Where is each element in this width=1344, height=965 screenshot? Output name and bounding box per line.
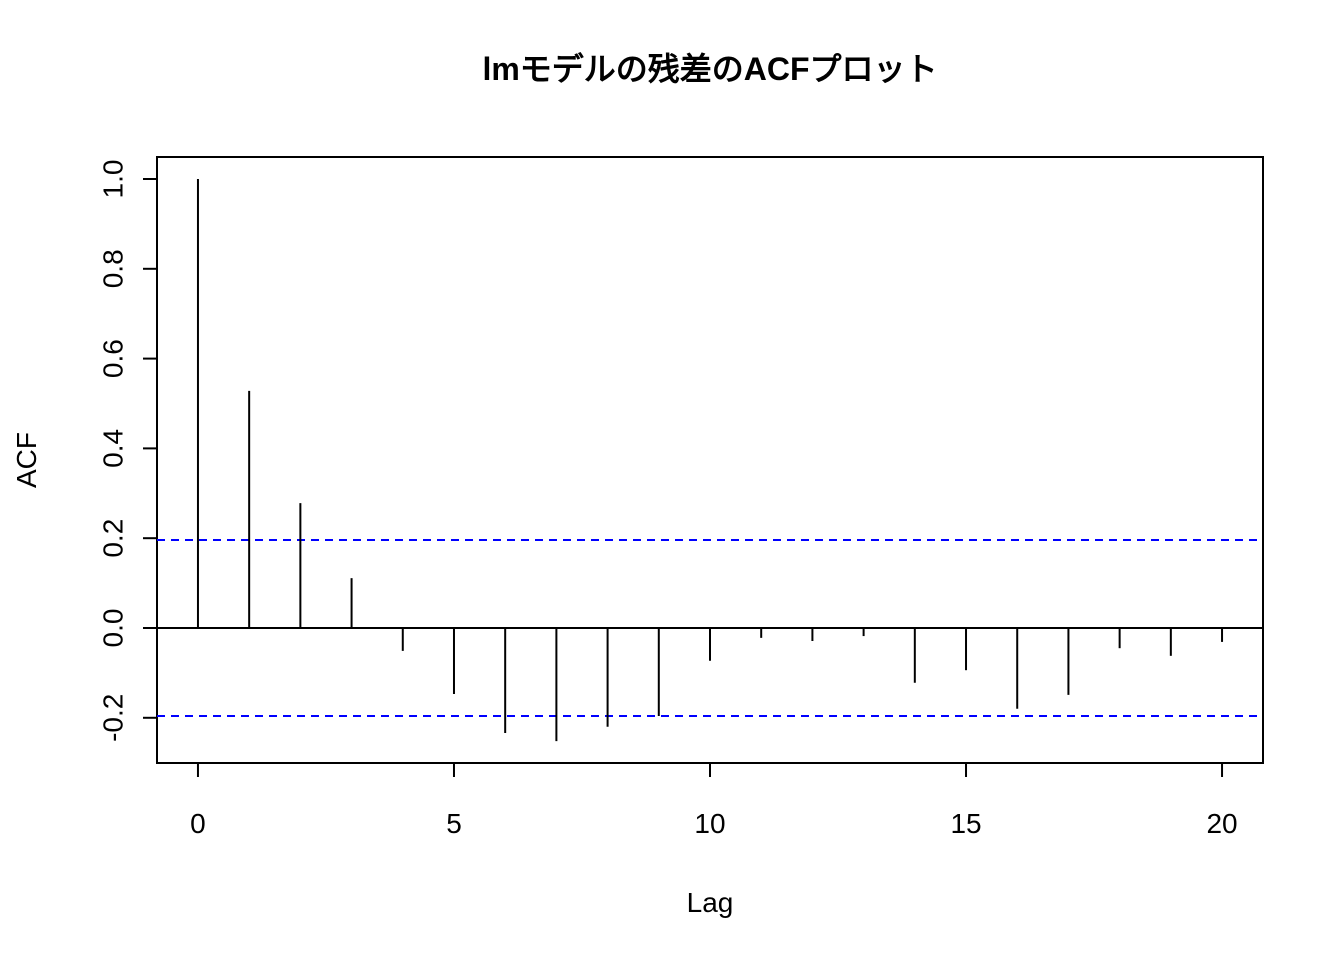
x-tick-label: 0 <box>190 808 206 839</box>
y-axis-label: ACF <box>11 432 42 488</box>
y-tick-label: 0.6 <box>98 339 129 378</box>
y-tick-label: 0.2 <box>98 519 129 558</box>
x-axis-label: Lag <box>687 887 734 918</box>
y-tick-label: -0.2 <box>98 694 129 742</box>
x-tick-label: 5 <box>446 808 462 839</box>
y-tick-label: 0.8 <box>98 249 129 288</box>
x-tick-label: 20 <box>1206 808 1237 839</box>
x-tick-label: 10 <box>694 808 725 839</box>
plot-frame <box>156 156 1264 764</box>
x-tick-label: 15 <box>950 808 981 839</box>
y-tick-label: 0.4 <box>98 429 129 468</box>
y-tick-label: 1.0 <box>98 160 129 199</box>
y-tick-label: 0.0 <box>98 609 129 648</box>
chart-title: lmモデルの残差のACFプロット <box>482 51 937 87</box>
